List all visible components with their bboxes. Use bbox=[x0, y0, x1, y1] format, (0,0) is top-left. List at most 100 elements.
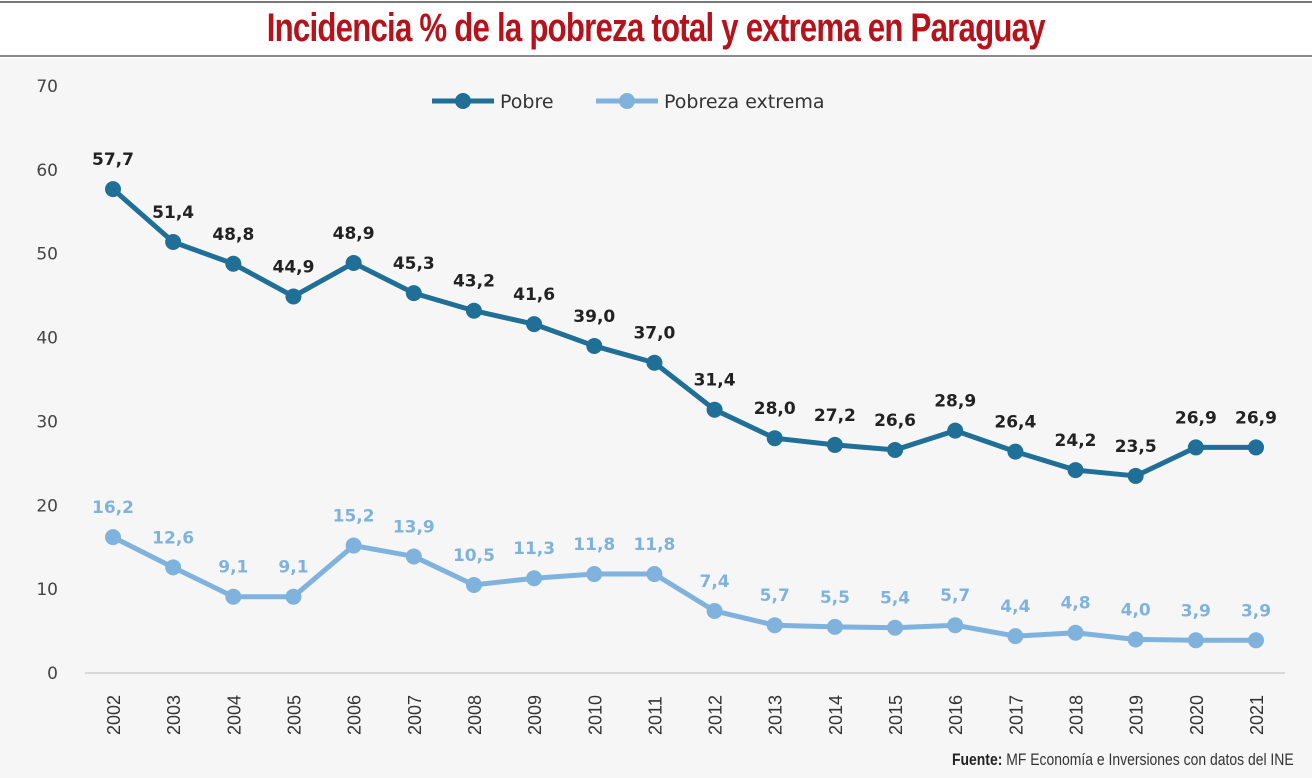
legend-marker bbox=[455, 93, 471, 109]
source-text: MF Economía e Inversiones con datos del … bbox=[1002, 750, 1294, 769]
data-point bbox=[706, 602, 723, 619]
data-label: 26,9 bbox=[1235, 408, 1277, 428]
data-label: 41,6 bbox=[513, 285, 555, 305]
data-label: 10,5 bbox=[453, 546, 495, 566]
x-tick-label: 2013 bbox=[766, 695, 786, 735]
data-label: 26,9 bbox=[1175, 408, 1217, 428]
data-label: 24,2 bbox=[1055, 431, 1097, 451]
y-tick-label: 70 bbox=[36, 77, 58, 97]
y-tick-label: 30 bbox=[36, 412, 58, 432]
x-tick-label: 2015 bbox=[886, 695, 906, 735]
data-point bbox=[1067, 462, 1084, 479]
data-point bbox=[646, 354, 663, 371]
x-tick-label: 2021 bbox=[1247, 695, 1267, 735]
data-point bbox=[526, 316, 543, 333]
data-label: 3,9 bbox=[1181, 601, 1211, 621]
data-label: 51,4 bbox=[152, 203, 194, 223]
x-tick-label: 2010 bbox=[585, 695, 605, 735]
y-tick-label: 0 bbox=[47, 664, 58, 684]
x-tick-label: 2017 bbox=[1006, 695, 1026, 735]
data-point bbox=[766, 617, 783, 634]
data-label: 9,1 bbox=[218, 558, 248, 578]
data-point bbox=[826, 618, 843, 635]
data-label: 3,9 bbox=[1241, 601, 1271, 621]
data-point bbox=[345, 254, 362, 271]
x-tick-label: 2003 bbox=[164, 695, 184, 735]
data-point bbox=[586, 337, 603, 354]
data-point bbox=[105, 181, 121, 198]
x-tick-label: 2012 bbox=[706, 695, 726, 735]
legend-marker bbox=[619, 93, 635, 109]
x-tick-label: 2018 bbox=[1067, 695, 1087, 735]
x-tick-label: 2020 bbox=[1187, 695, 1207, 735]
data-point bbox=[1127, 631, 1144, 648]
data-label: 5,5 bbox=[820, 588, 850, 608]
y-tick-label: 50 bbox=[36, 245, 58, 265]
data-label: 45,3 bbox=[393, 254, 435, 274]
x-tick-label: 2014 bbox=[826, 695, 846, 735]
legend-label: Pobre bbox=[500, 91, 554, 113]
data-point bbox=[465, 302, 482, 319]
data-point bbox=[285, 588, 302, 605]
series-line-extrema bbox=[111, 534, 1256, 643]
data-label: 11,8 bbox=[573, 535, 615, 555]
data-point bbox=[526, 570, 543, 587]
data-point bbox=[1248, 439, 1264, 456]
legend-label: Pobreza extrema bbox=[664, 91, 825, 113]
data-label: 28,0 bbox=[754, 399, 796, 419]
x-tick-label: 2007 bbox=[405, 695, 425, 735]
data-point bbox=[887, 441, 904, 458]
data-point bbox=[1187, 439, 1204, 456]
data-label: 9,1 bbox=[278, 558, 308, 578]
data-point bbox=[345, 537, 362, 554]
data-label: 31,4 bbox=[694, 371, 736, 391]
data-point bbox=[405, 548, 422, 565]
data-point bbox=[1127, 467, 1144, 484]
chart-panel bbox=[0, 58, 1312, 778]
y-tick-label: 10 bbox=[36, 580, 58, 600]
data-label: 11,3 bbox=[513, 539, 555, 559]
data-label: 48,8 bbox=[212, 225, 254, 245]
data-point bbox=[887, 619, 904, 636]
source-prefix: Fuente: bbox=[952, 750, 1003, 769]
data-label: 12,6 bbox=[152, 528, 194, 548]
x-tick-label: 2006 bbox=[345, 695, 365, 735]
top-rule bbox=[0, 1, 1312, 3]
data-point bbox=[165, 559, 182, 576]
data-point bbox=[826, 436, 843, 453]
x-tick-label: 2009 bbox=[525, 695, 545, 735]
data-label: 5,7 bbox=[760, 586, 790, 606]
data-label: 5,4 bbox=[880, 589, 910, 609]
data-label: 23,5 bbox=[1115, 437, 1157, 457]
data-label: 4,0 bbox=[1121, 600, 1151, 620]
data-point bbox=[1187, 632, 1204, 649]
data-label: 37,0 bbox=[633, 324, 675, 344]
data-label: 39,0 bbox=[573, 307, 615, 327]
data-label: 16,2 bbox=[92, 498, 134, 518]
x-tick-label: 2002 bbox=[104, 695, 124, 735]
y-tick-label: 40 bbox=[36, 329, 58, 349]
data-label: 44,9 bbox=[272, 257, 314, 277]
data-label: 26,6 bbox=[874, 411, 916, 431]
data-point bbox=[225, 588, 242, 605]
x-tick-label: 2005 bbox=[284, 695, 304, 735]
data-point bbox=[646, 566, 663, 583]
chart-title: Incidencia % de la pobreza total y extre… bbox=[266, 6, 1046, 50]
data-label: 11,8 bbox=[633, 535, 675, 555]
data-label: 4,8 bbox=[1060, 594, 1090, 614]
y-tick-label: 20 bbox=[36, 496, 58, 516]
data-label: 48,9 bbox=[333, 224, 375, 244]
data-point bbox=[947, 422, 964, 439]
x-tick-label: 2011 bbox=[645, 696, 665, 735]
data-point bbox=[766, 430, 783, 447]
data-point bbox=[285, 288, 302, 305]
data-label: 15,2 bbox=[333, 507, 375, 527]
data-point bbox=[947, 617, 964, 634]
data-point bbox=[1007, 628, 1024, 645]
data-label: 27,2 bbox=[814, 406, 856, 426]
title-rule bbox=[0, 55, 1312, 57]
data-point bbox=[1007, 443, 1024, 460]
data-label: 43,2 bbox=[453, 272, 495, 292]
y-tick-label: 60 bbox=[36, 161, 58, 181]
